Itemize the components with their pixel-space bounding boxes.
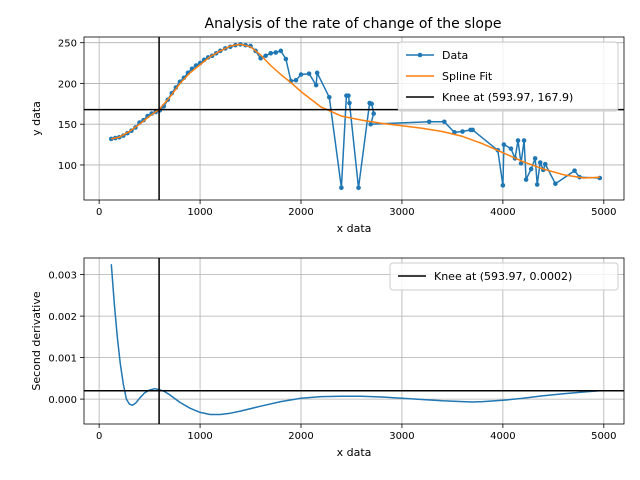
data-point (369, 101, 374, 107)
x-axis-label: x data (337, 222, 372, 235)
data-point (426, 119, 432, 125)
data-point (518, 161, 524, 166)
legend-label: Data (442, 49, 468, 62)
data-point (508, 146, 514, 151)
y-tick-label: 200 (58, 79, 77, 90)
y-tick-label: 0.002 (48, 312, 77, 323)
x-tick-label: 3000 (389, 207, 414, 218)
x-tick-label: 1000 (187, 207, 212, 218)
data-point (553, 181, 558, 186)
data-point (314, 70, 320, 76)
data-point (460, 129, 465, 134)
data-point (572, 168, 577, 173)
plot-area (84, 37, 624, 200)
x-tick-label: 4000 (490, 431, 515, 442)
x-tick-label: 2000 (288, 207, 313, 218)
data-point (108, 136, 114, 142)
x-tick-label: 0 (96, 207, 102, 218)
series-line-curve (110, 264, 600, 416)
data-point (278, 48, 284, 54)
data-point (356, 185, 361, 191)
data-point (521, 138, 527, 143)
y-tick-label: 0.000 (48, 395, 77, 406)
y-tick-label: 150 (58, 120, 77, 131)
x-axis-label: x data (337, 446, 372, 459)
x-tick-label: 4000 (490, 207, 515, 218)
legend-label: Knee at (593.97, 167.9) (442, 91, 573, 104)
data-point (371, 111, 376, 116)
data-point (368, 121, 373, 127)
y-tick-label: 0.003 (48, 271, 77, 282)
legend-marker (417, 52, 423, 58)
data-point (263, 53, 268, 59)
data-point (534, 182, 540, 187)
data-point (501, 142, 507, 147)
legend-label: Knee at (593.97, 0.0002) (434, 270, 572, 283)
top-axes: 0 1000 2000 3000 4000 5000 100 150 200 250 x data y… (30, 36, 625, 235)
data-point (283, 56, 289, 62)
legend-box (397, 41, 619, 112)
data-point (537, 160, 543, 165)
data-point (268, 51, 274, 56)
y-axis-label: Second derivative (30, 291, 43, 390)
data-point (293, 77, 299, 83)
data-point (347, 100, 352, 106)
y-tick-label: 100 (58, 161, 77, 172)
legend-label: Spline Fit (442, 70, 493, 83)
axes-frame (83, 36, 625, 201)
y-tick-label: 0.001 (48, 354, 77, 365)
series-line-spline-fit (111, 43, 600, 179)
x-tick-label: 3000 (389, 431, 414, 442)
data-point (528, 166, 534, 172)
chart-title: Analysis of the rate of change of the sl… (205, 16, 502, 32)
data-point (273, 50, 279, 55)
x-tick-label: 2000 (288, 431, 313, 442)
x-tick-label: 5000 (591, 431, 616, 442)
data-point (326, 95, 332, 100)
data-point (523, 177, 529, 182)
data-point (470, 127, 475, 133)
legend-box (389, 262, 619, 291)
data-point (306, 71, 312, 76)
bottom-axes: 0 1000 2000 3000 4000 5000 0.000 0.001 0.002 0.00… (30, 257, 625, 459)
data-point (500, 183, 506, 188)
data-point (298, 72, 304, 77)
data-point (313, 82, 319, 88)
x-tick-label: 5000 (591, 207, 616, 218)
y-tick-label: 250 (58, 39, 77, 50)
plot-area (84, 258, 624, 424)
data-point (532, 156, 538, 161)
x-tick-label: 1000 (187, 431, 212, 442)
data-point (339, 185, 344, 191)
y-axis-label: y data (30, 101, 43, 136)
axes-frame (83, 257, 625, 425)
x-tick-label: 0 (96, 431, 102, 442)
data-point (442, 119, 447, 125)
data-point (542, 161, 548, 167)
data-point (346, 93, 351, 98)
data-point (515, 138, 521, 143)
